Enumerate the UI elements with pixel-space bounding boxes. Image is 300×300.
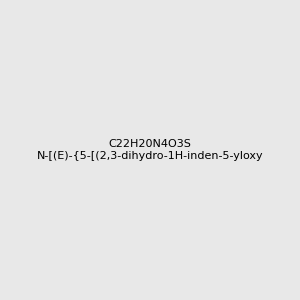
Text: C22H20N4O3S
N-[(E)-{5-[(2,3-dihydro-1H-inden-5-yloxy: C22H20N4O3S N-[(E)-{5-[(2,3-dihydro-1H-i…: [37, 139, 263, 161]
